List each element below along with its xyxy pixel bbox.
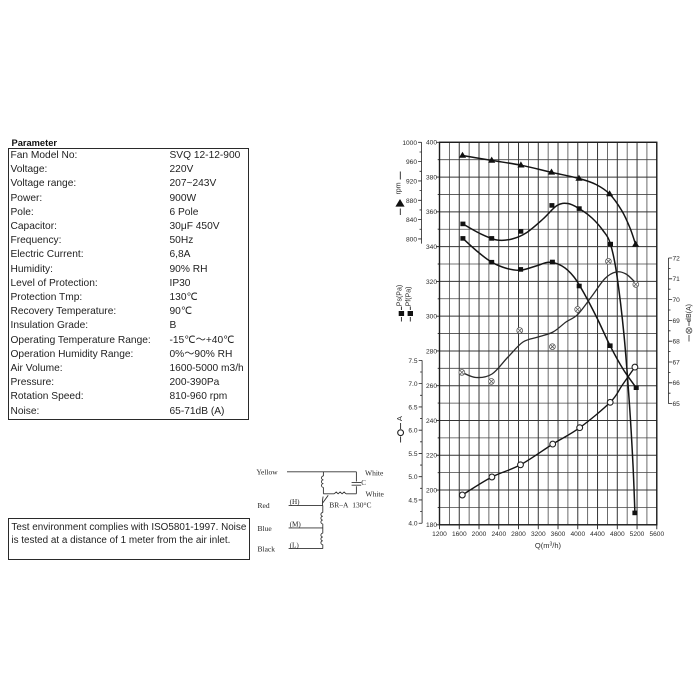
svg-text:920: 920	[406, 179, 417, 186]
svg-text:(M): (M)	[290, 521, 302, 529]
svg-text:4.5: 4.5	[408, 497, 417, 504]
svg-text:68: 68	[673, 339, 681, 346]
svg-text:220: 220	[426, 453, 437, 460]
svg-text:400: 400	[426, 140, 437, 147]
svg-text:840: 840	[406, 217, 417, 224]
svg-text:dB(A): dB(A)	[686, 304, 693, 322]
svg-text:360: 360	[426, 209, 437, 216]
svg-text:Red: Red	[258, 501, 270, 510]
svg-text:69: 69	[673, 318, 681, 325]
svg-text:340: 340	[426, 244, 437, 251]
svg-text:3200: 3200	[531, 531, 546, 538]
svg-text:Pf(Pa): Pf(Pa)	[405, 287, 412, 307]
svg-text:5.0: 5.0	[408, 474, 417, 481]
svg-text:(L): (L)	[290, 542, 300, 550]
svg-text:2400: 2400	[491, 531, 506, 538]
svg-text:300: 300	[426, 314, 437, 321]
svg-text:BR–A 130°C: BR–A 130°C	[329, 500, 371, 509]
svg-text:72: 72	[673, 255, 681, 262]
svg-text:2800: 2800	[511, 531, 526, 538]
svg-text:C: C	[361, 479, 366, 487]
svg-text:6.0: 6.0	[408, 428, 417, 435]
svg-text:4400: 4400	[590, 531, 605, 538]
svg-text:960: 960	[406, 159, 417, 166]
svg-text:7.5: 7.5	[408, 358, 417, 365]
svg-text:66: 66	[673, 380, 681, 387]
svg-text:240: 240	[426, 418, 437, 425]
svg-text:4000: 4000	[570, 531, 585, 538]
svg-text:2000: 2000	[472, 531, 487, 538]
svg-text:70: 70	[673, 297, 681, 304]
svg-text:1600: 1600	[452, 531, 467, 538]
svg-text:1200: 1200	[432, 531, 447, 538]
svg-text:A: A	[395, 416, 404, 421]
svg-text:5.5: 5.5	[408, 451, 417, 458]
svg-text:200: 200	[426, 487, 437, 494]
svg-text:rpm: rpm	[395, 182, 402, 194]
svg-text:Blue: Blue	[258, 524, 273, 533]
svg-text:320: 320	[426, 279, 437, 286]
svg-text:180: 180	[426, 522, 437, 529]
svg-text:5600: 5600	[649, 531, 664, 538]
svg-text:380: 380	[426, 175, 437, 182]
svg-text:5200: 5200	[630, 531, 645, 538]
svg-text:Q(m3/h): Q(m3/h)	[535, 541, 562, 550]
svg-text:67: 67	[673, 359, 681, 366]
svg-text:880: 880	[406, 198, 417, 205]
svg-text:(H): (H)	[290, 498, 301, 506]
svg-text:3600: 3600	[551, 531, 566, 538]
svg-text:White: White	[366, 490, 385, 499]
svg-text:4800: 4800	[610, 531, 625, 538]
svg-text:Yellow: Yellow	[256, 468, 278, 477]
svg-text:4.0: 4.0	[408, 521, 417, 528]
svg-text:71: 71	[673, 276, 681, 283]
svg-text:1000: 1000	[402, 140, 417, 147]
svg-text:280: 280	[426, 348, 437, 355]
svg-text:Ps(Pa): Ps(Pa)	[396, 285, 403, 306]
svg-text:White: White	[365, 468, 384, 477]
svg-text:6.5: 6.5	[408, 404, 417, 411]
svg-text:65: 65	[673, 401, 681, 408]
svg-text:800: 800	[406, 237, 417, 244]
svg-text:260: 260	[426, 383, 437, 390]
svg-text:Black: Black	[258, 544, 276, 553]
svg-text:7.0: 7.0	[408, 381, 417, 388]
